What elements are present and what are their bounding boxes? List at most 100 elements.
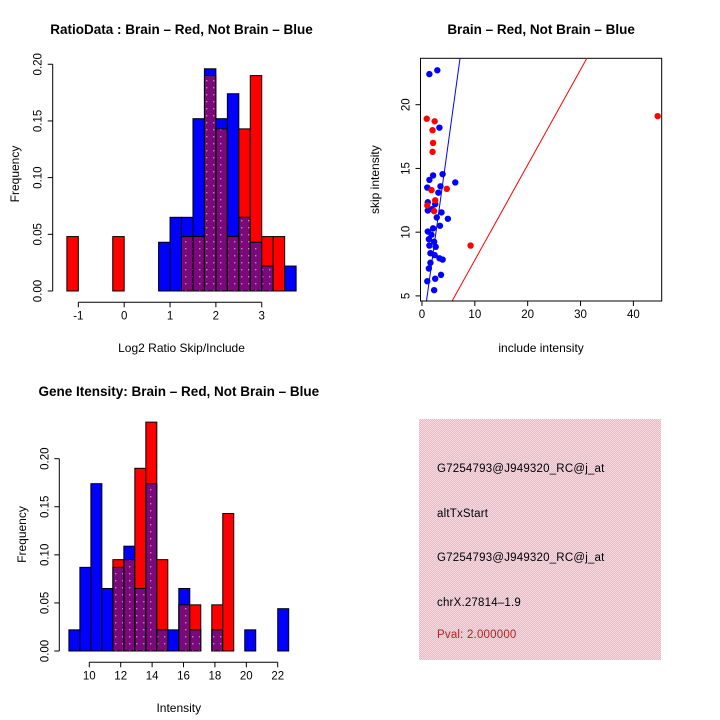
scatter-point-blue <box>438 209 445 216</box>
histogram-bar-overlap <box>250 242 262 291</box>
scatter-point-blue <box>424 207 431 214</box>
scatter-point-blue <box>439 256 446 263</box>
scatter-point-red <box>431 197 439 204</box>
histogram-bar-blue <box>277 608 289 651</box>
scatter-point-red <box>430 207 438 215</box>
y-tick-label: 0.20 <box>33 53 45 75</box>
histogram-bar-red <box>189 604 201 651</box>
scatter-point-blue <box>426 70 433 78</box>
histogram-bar-overlap <box>123 559 135 651</box>
y-tick-label: 0.05 <box>33 223 45 245</box>
scatter-point-blue <box>429 225 437 232</box>
x-tick-label: 2 <box>213 310 219 322</box>
histogram-bar-overlap <box>204 75 216 292</box>
fit-line-red <box>451 58 588 302</box>
histogram-bar-blue <box>79 567 91 651</box>
scatter-point-blue <box>435 189 442 196</box>
histogram-bar-blue <box>167 629 179 651</box>
histogram-bar-overlap <box>261 266 274 291</box>
y-tick-label: 0.10 <box>33 166 45 188</box>
scatter-point-blue <box>433 214 440 221</box>
histogram-bar-overlap <box>215 128 228 291</box>
histogram-bar-outline <box>244 629 257 652</box>
x-tick-label: -1 <box>73 310 83 322</box>
histogram-bar-red <box>238 128 251 291</box>
scatter-point-blue <box>426 176 433 184</box>
y-tick-label: 0.05 <box>39 592 51 614</box>
x-tick-label: 10 <box>83 670 96 682</box>
probe-id-text: G7254793@J949320_RC@j_at <box>437 463 605 475</box>
x-tick-label: 20 <box>240 670 253 682</box>
y-tick-label: 0.20 <box>39 447 51 469</box>
histogram-bar-overlap <box>192 236 205 291</box>
scatter-point-red <box>429 126 436 134</box>
gene-intensity-histogram-chart: 10 12 14 16 18 20 22 0.00 0.05 0.10 0.15 0.20 Gene I… <box>15 384 320 715</box>
x-tick-label: 18 <box>209 670 222 682</box>
histogram-bar-overlap <box>189 629 201 651</box>
x-tick-label: 0 <box>121 310 127 322</box>
y-tick-label: 15 <box>401 162 413 175</box>
y-axis-label: Frequency <box>15 506 29 563</box>
scatter-point-blue <box>427 259 434 266</box>
histogram-bar-red <box>273 236 285 291</box>
histogram-bar-red <box>250 75 262 292</box>
histogram-bar-red <box>261 236 274 291</box>
scatter-point-red <box>429 139 437 147</box>
histogram-bar-overlap <box>227 236 239 291</box>
scatter-point-blue <box>452 179 459 186</box>
histogram-bar-blue <box>284 266 297 291</box>
histogram-bar-outline <box>189 629 202 652</box>
x-tick-label: 14 <box>146 670 159 682</box>
y-tick-label: 0.15 <box>39 496 51 518</box>
chart-title: Gene Itensity: Brain – Red, Not Brain – … <box>39 384 320 399</box>
y-axis-label: skip intensity <box>368 145 382 214</box>
scatter-point-blue <box>432 243 439 251</box>
x-axis-label: Intensity <box>156 701 201 715</box>
scatter-point-red <box>431 118 438 125</box>
x-tick-label: 30 <box>574 309 587 321</box>
histogram-bar-overlap <box>134 588 146 651</box>
y-tick-label: 0.00 <box>39 640 51 662</box>
histogram-bar-overlap <box>211 629 223 651</box>
scatter-point-blue <box>424 278 431 285</box>
y-tick-label: 0.15 <box>33 110 45 132</box>
histogram-bar-blue <box>101 588 113 651</box>
histogram-bar-blue <box>192 118 205 292</box>
y-tick-label: 0.00 <box>33 280 45 302</box>
histogram-bar-red <box>211 604 223 651</box>
histogram-bar-outline <box>66 236 79 292</box>
scatter-point-blue <box>431 275 439 282</box>
scatter-point-red <box>428 186 435 194</box>
chart-title: RatioData : Brain – Red, Not Brain – Blu… <box>50 22 313 37</box>
scatter-point-blue <box>437 183 444 190</box>
histogram-bar-blue <box>244 629 256 651</box>
y-axis-label: Frequency <box>8 146 22 203</box>
histogram-bar-outline <box>272 236 286 292</box>
intensity-scatter-chart: 0 10 20 30 40 5 10 15 20 Brain – Red, Not Brain –… <box>368 22 663 355</box>
histogram-bar-red <box>134 468 146 651</box>
histogram-bar-outline <box>90 483 103 652</box>
scatter-point-blue <box>431 251 438 259</box>
x-axis-label: Log2 Ratio Skip/Include <box>118 341 245 355</box>
histogram-bar-red <box>66 236 79 291</box>
histogram-bar-red <box>156 559 168 651</box>
histogram-bar-blue <box>68 629 80 651</box>
ratio-histogram-chart: -1 0 1 2 3 0.00 0.05 0.10 0.15 0.20 RatioData : Br… <box>8 22 313 355</box>
x-tick-label: 20 <box>521 309 534 321</box>
histogram-bar-blue <box>227 93 239 291</box>
x-tick-label: 10 <box>468 309 481 321</box>
scatter-point-blue <box>429 172 437 179</box>
scatter-point-blue <box>426 242 433 249</box>
histogram-bar-red <box>222 513 234 651</box>
histogram-bar-overlap <box>112 567 124 651</box>
x-tick-label: 16 <box>177 670 190 682</box>
scatter-point-blue <box>437 271 445 279</box>
histogram-bar-blue <box>90 483 102 651</box>
histogram-bar-overlap <box>178 604 190 651</box>
y-tick-label: 10 <box>401 226 413 239</box>
x-tick-label: 1 <box>167 310 173 322</box>
scatter-point-red <box>429 148 436 156</box>
pval-text: Pval: 2.000000 <box>437 629 517 641</box>
histogram-bar-outline <box>284 265 297 292</box>
